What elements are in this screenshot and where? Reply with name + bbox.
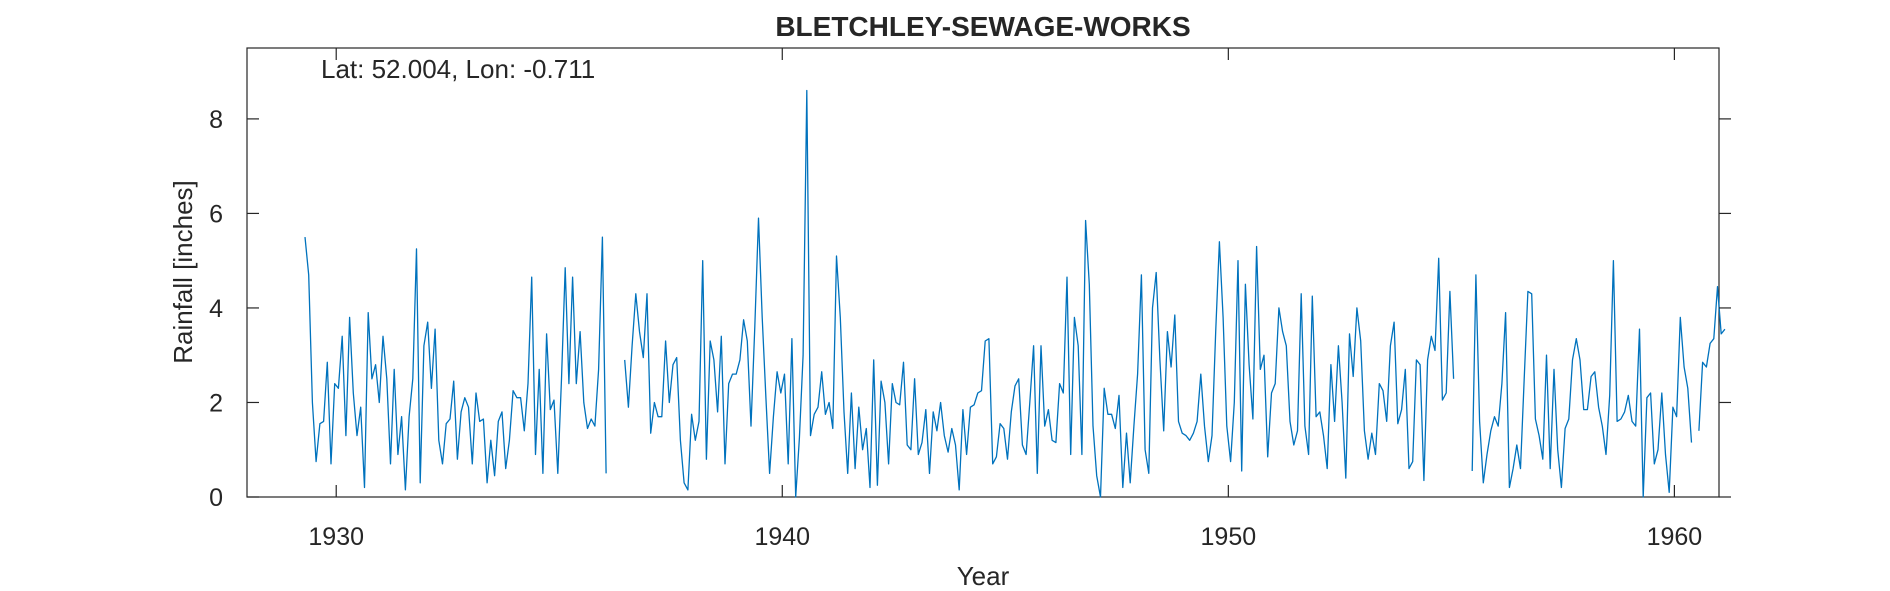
y-axis-label: Rainfall [inches] <box>168 180 198 364</box>
rainfall-series-line-segment <box>1698 286 1726 431</box>
station-coordinates: Lat: 52.004, Lon: -0.711 <box>321 54 595 84</box>
rainfall-series-line-segment <box>624 89 1455 498</box>
y-tick-label: 2 <box>209 389 223 417</box>
tick-labels: 1930 1940 1950 1960 0 2 4 6 8 <box>209 106 1702 551</box>
x-tick-label: 1930 <box>308 523 364 551</box>
x-tick-label: 1950 <box>1201 523 1257 551</box>
y-tick-label: 0 <box>209 484 223 512</box>
y-tick-label: 4 <box>209 295 223 323</box>
rainfall-series-line <box>304 236 607 491</box>
y-tick-label: 8 <box>209 106 223 134</box>
x-axis-label: Year <box>957 561 1010 591</box>
chart-title: BLETCHLEY-SEWAGE-WORKS <box>775 11 1190 42</box>
plot-frame <box>246 47 1720 498</box>
x-tick-label: 1960 <box>1647 523 1703 551</box>
tick-marks <box>247 48 1731 498</box>
plot-area: 1930 1940 1950 1960 0 2 4 6 8 <box>209 47 1731 551</box>
rainfall-series-line-segment <box>1471 260 1693 498</box>
y-tick-label: 6 <box>209 200 223 228</box>
x-tick-label: 1940 <box>754 523 810 551</box>
